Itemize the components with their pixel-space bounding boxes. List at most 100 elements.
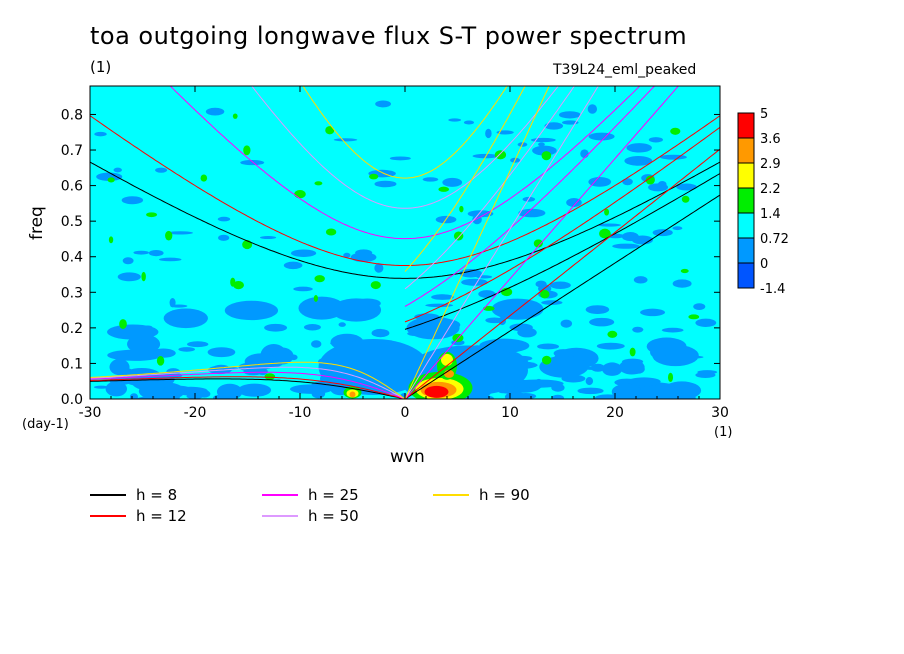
contour-patch	[618, 359, 645, 375]
contour-patch	[371, 328, 390, 338]
colorbar-swatch	[737, 162, 755, 189]
contour-patch	[648, 137, 663, 143]
y-tick-label: 0.6	[61, 179, 83, 195]
contour-patch	[107, 177, 115, 183]
colorbar-swatch	[737, 237, 755, 264]
contour-patch	[611, 383, 642, 399]
contour-patch	[294, 190, 306, 199]
contour-patch	[389, 156, 411, 161]
contour-patch	[602, 362, 623, 376]
contour-patch	[232, 113, 238, 119]
contour-patch	[375, 100, 392, 108]
contour-patch	[133, 250, 150, 255]
contour-patch	[369, 173, 379, 180]
contour-patch	[244, 353, 278, 370]
colorbar-label: 3.6	[760, 132, 781, 147]
contour-patch	[461, 278, 488, 286]
contour-patch	[626, 143, 652, 153]
contour-patch	[205, 107, 225, 116]
contour-patch	[350, 252, 377, 263]
contour-patch	[325, 126, 335, 135]
contour-patch	[331, 298, 382, 322]
contour-patch	[676, 183, 697, 191]
curve-mrg	[404, 86, 656, 307]
contour-patch	[551, 394, 565, 399]
contour-patch	[659, 154, 687, 160]
contour-patch	[167, 231, 193, 235]
contour-patch	[585, 305, 610, 315]
contour-patch	[585, 377, 594, 386]
contour-patch	[604, 208, 610, 216]
y-tick-label: 0.7	[61, 143, 83, 159]
contour-patch	[217, 234, 230, 241]
contour-patch	[289, 384, 333, 394]
colorbar-swatch	[737, 262, 755, 289]
x-tick-label: 30	[711, 405, 729, 421]
colorbar-label: -1.4	[760, 282, 785, 297]
contour-patch	[187, 341, 209, 348]
contour-patch	[237, 383, 272, 397]
contour-patch	[224, 300, 279, 321]
contour-patch	[442, 177, 463, 187]
x-tick-label: 20	[606, 405, 624, 421]
contour-patch	[624, 156, 653, 166]
contour-patch	[485, 128, 492, 139]
contour-patch	[661, 327, 684, 333]
contour-patch	[240, 159, 265, 166]
y-axis-unit: (day-1)	[22, 417, 69, 432]
curve-kelvin	[404, 194, 720, 399]
contour-patch	[582, 366, 609, 370]
contour-patch	[670, 127, 681, 135]
contour-patch	[163, 385, 193, 395]
legend-swatch	[262, 494, 298, 496]
contour-patch	[577, 387, 604, 395]
contour-patch	[107, 324, 159, 340]
contour-patch	[539, 355, 589, 378]
contour-patch	[338, 322, 346, 327]
contour-patch	[588, 176, 612, 187]
contour-patch	[422, 177, 439, 182]
contour-patch	[370, 281, 381, 290]
contour-westward-peak	[349, 391, 356, 398]
contour-patch	[537, 343, 560, 350]
contour-patch	[597, 223, 621, 227]
contour-patch	[483, 305, 495, 311]
contour-patch	[141, 271, 146, 282]
legend-label: h = 90	[479, 486, 530, 504]
x-tick-label: 10	[501, 405, 519, 421]
contour-patch	[243, 145, 251, 156]
curve-rossby	[90, 371, 406, 399]
legend-swatch	[433, 494, 469, 496]
contour-patch	[541, 300, 563, 305]
colorbar-swatch	[737, 112, 755, 139]
contour-patch	[680, 268, 689, 274]
contour-patch	[544, 122, 564, 130]
legend-swatch	[90, 515, 126, 517]
contour-patch	[558, 111, 581, 119]
x-tick-label: -20	[184, 405, 207, 421]
y-tick-label: 0.4	[61, 250, 83, 266]
contour-patch	[431, 294, 454, 300]
curve-kelvin	[404, 148, 720, 399]
contour-patch	[200, 174, 208, 182]
contour-patch	[314, 275, 325, 283]
contour-patch	[109, 358, 130, 376]
contour-patch	[535, 280, 547, 288]
x-tick-label: -30	[79, 405, 102, 421]
contour-patch	[512, 379, 564, 388]
contour-patch	[549, 281, 571, 289]
contour-patch	[318, 338, 429, 395]
colorbar-label: 2.9	[760, 157, 781, 172]
contour-patch	[478, 290, 496, 298]
contour-patch	[463, 120, 475, 125]
contour-patch	[541, 151, 552, 161]
curve-mrg	[404, 86, 575, 290]
contour-patch	[561, 120, 579, 125]
contour-patch	[648, 183, 669, 192]
contour-patch	[303, 324, 321, 331]
contour-patch	[606, 233, 625, 239]
contour-patch	[627, 377, 661, 386]
contour-patch	[640, 308, 666, 317]
curve-mrg	[404, 173, 720, 330]
